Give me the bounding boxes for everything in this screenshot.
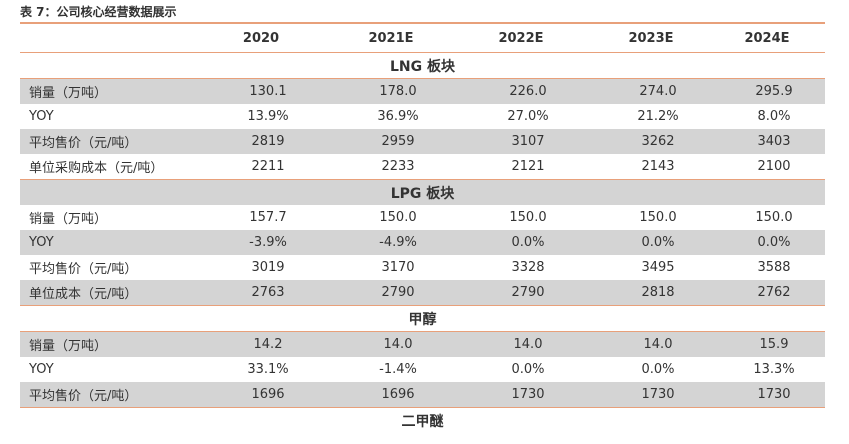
cell: 21.2%	[637, 109, 679, 124]
cell: 15.9	[759, 337, 789, 352]
table-row: 销量（万吨） 157.7 150.0 150.0 150.0 150.0	[20, 205, 825, 230]
row-label: 销量（万吨）	[29, 212, 108, 227]
cell: 14.0	[383, 337, 413, 352]
cell: 274.0	[639, 84, 677, 99]
cell: 226.0	[509, 84, 547, 99]
table-row: YOY 13.9% 36.9% 27.0% 21.2% 8.0%	[20, 104, 825, 129]
cell: 150.0	[379, 210, 417, 225]
cell: 14.0	[643, 337, 673, 352]
table-row: 平均售价（元/吨） 2819 2959 3107 3262 3403	[20, 129, 825, 154]
cell: 0.0%	[641, 362, 675, 377]
cell: 3107	[511, 134, 545, 149]
cell: 2762	[757, 285, 791, 300]
cell: 2959	[381, 134, 415, 149]
cell: 0.0%	[511, 362, 545, 377]
header-row: 2020 2021E 2022E 2023E 2024E	[20, 24, 825, 53]
row-label: 平均售价（元/吨）	[29, 262, 138, 277]
cell: 150.0	[755, 210, 793, 225]
cell: 0.0%	[641, 235, 675, 250]
table-caption: 表 7：公司核心经营数据展示	[20, 5, 177, 19]
table-row: 销量（万吨） 130.1 178.0 226.0 274.0 295.9	[20, 79, 825, 104]
cell: 1730	[757, 387, 791, 402]
cell: -3.9%	[249, 235, 287, 250]
row-label: YOY	[29, 235, 54, 250]
cell: 130.1	[249, 84, 287, 99]
cell: 2233	[381, 159, 415, 174]
cell: 3403	[757, 134, 791, 149]
cell: 178.0	[379, 84, 417, 99]
cell: 3495	[641, 260, 675, 275]
column-header: 2020	[242, 30, 280, 46]
table-row: YOY 33.1% -1.4% 0.0% 0.0% 13.3%	[20, 357, 825, 382]
table-row: YOY -3.9% -4.9% 0.0% 0.0% 0.0%	[20, 230, 825, 255]
cell: 3170	[381, 260, 415, 275]
cell: 0.0%	[511, 235, 545, 250]
cell: 8.0%	[757, 109, 791, 124]
table-row: 销量（万吨） 14.2 14.0 14.0 14.0 15.9	[20, 332, 825, 357]
section-title-lng: LNG 板块	[20, 53, 825, 79]
data-table: 2020 2021E 2022E 2023E 2024E LNG 板块 销量（万…	[20, 22, 825, 433]
cell: 1696	[381, 387, 415, 402]
cell: 14.0	[513, 337, 543, 352]
cell: 2100	[757, 159, 791, 174]
section-title-lpg: LPG 板块	[20, 180, 825, 205]
cell: -1.4%	[379, 362, 417, 377]
cell: 2819	[251, 134, 285, 149]
row-label: YOY	[29, 109, 54, 124]
row-label: 销量（万吨）	[29, 339, 108, 354]
cell: 2143	[641, 159, 675, 174]
cell: 0.0%	[757, 235, 791, 250]
table-row: 平均售价（元/吨） 3019 3170 3328 3495 3588	[20, 255, 825, 280]
cell: 1730	[511, 387, 545, 402]
cell: 2818	[641, 285, 675, 300]
cell: 295.9	[755, 84, 793, 99]
cell: 33.1%	[247, 362, 289, 377]
cell: 2790	[381, 285, 415, 300]
row-label: 单位采购成本（元/吨）	[29, 161, 164, 176]
cell: 3328	[511, 260, 545, 275]
row-label: 平均售价（元/吨）	[29, 389, 138, 404]
cell: 13.9%	[247, 109, 289, 124]
row-label: 平均售价（元/吨）	[29, 136, 138, 151]
cell: 2763	[251, 285, 285, 300]
cell: 2790	[511, 285, 545, 300]
section-title-dme: 二甲醚	[401, 413, 444, 430]
section-title-methanol: 甲醇	[20, 306, 825, 332]
cell: 36.9%	[377, 109, 419, 124]
row-label: 销量（万吨）	[29, 86, 108, 101]
cell: 13.3%	[753, 362, 795, 377]
cell: 14.2	[253, 337, 283, 352]
cell: -4.9%	[379, 235, 417, 250]
column-header: 2024E	[744, 30, 790, 46]
cell: 1730	[641, 387, 675, 402]
column-header: 2023E	[628, 30, 674, 46]
row-label: YOY	[29, 362, 54, 377]
cell: 1696	[251, 387, 285, 402]
cell: 27.0%	[507, 109, 549, 124]
cell: 150.0	[639, 210, 677, 225]
cell: 150.0	[509, 210, 547, 225]
cell: 3588	[757, 260, 791, 275]
cell: 2121	[511, 159, 545, 174]
cell: 3262	[641, 134, 675, 149]
table-row: 单位成本（元/吨） 2763 2790 2790 2818 2762	[20, 280, 825, 306]
column-header: 2021E	[368, 30, 414, 46]
table-row: 平均售价（元/吨） 1696 1696 1730 1730 1730	[20, 382, 825, 408]
table-top-rule	[20, 22, 825, 24]
table-row: 单位采购成本（元/吨） 2211 2233 2121 2143 2100	[20, 154, 825, 180]
cell: 2211	[251, 159, 285, 174]
cell: 3019	[251, 260, 285, 275]
cell: 157.7	[249, 210, 287, 225]
row-label: 单位成本（元/吨）	[29, 287, 138, 302]
column-header: 2022E	[498, 30, 544, 46]
